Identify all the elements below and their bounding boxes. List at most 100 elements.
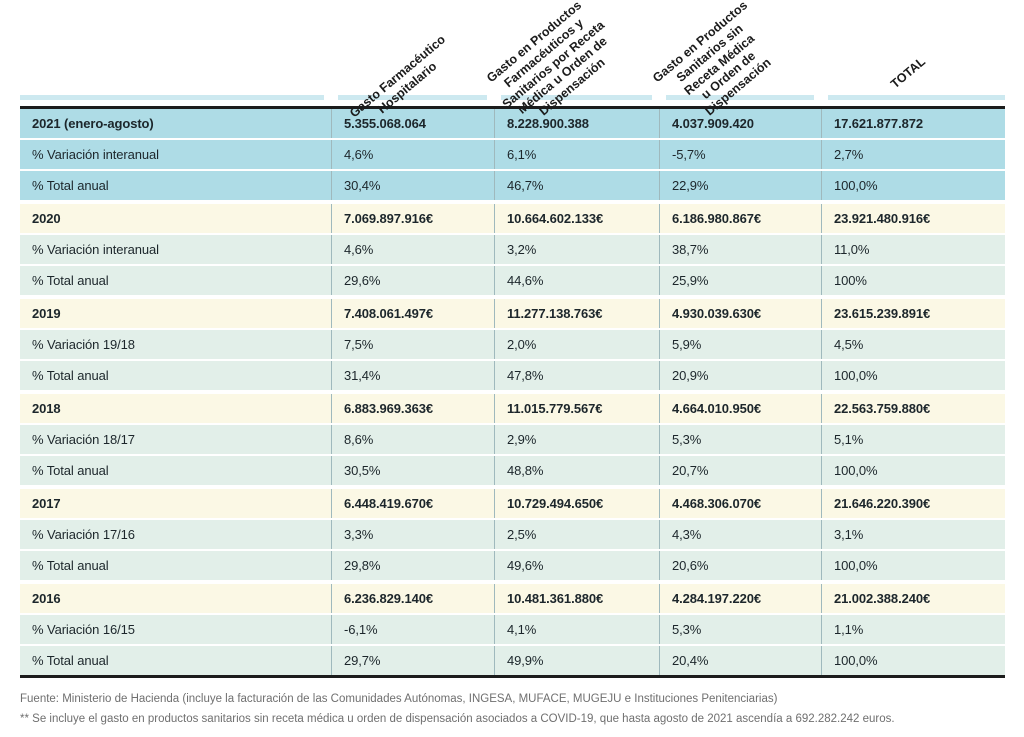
value-cell: 48,8%: [494, 456, 659, 485]
row-label: % Total anual: [20, 551, 331, 580]
header-underline-strip: [20, 95, 1005, 100]
value-cell: 4.468.306.070€: [659, 489, 821, 518]
value-cell: 23.615.239.891€: [821, 299, 1005, 328]
value-cell: 100,0%: [821, 551, 1005, 580]
table-row-total-anual-2016: % Total anual 29,7% 49,9% 20,4% 100,0%: [20, 646, 1005, 675]
value-cell: 20,4%: [659, 646, 821, 675]
value-cell: 5,1%: [821, 425, 1005, 454]
value-cell: 5,9%: [659, 330, 821, 359]
table-row-2016: 2016 6.236.829.140€ 10.481.361.880€ 4.28…: [20, 584, 1005, 613]
value-cell: 17.621.877.872: [821, 109, 1005, 138]
value-cell: 8,6%: [331, 425, 494, 454]
value-cell: 20,9%: [659, 361, 821, 390]
value-cell: 4.037.909.420: [659, 109, 821, 138]
value-cell: 100,0%: [821, 646, 1005, 675]
value-cell: 38,7%: [659, 235, 821, 264]
value-cell: 22,9%: [659, 171, 821, 200]
value-cell: 29,7%: [331, 646, 494, 675]
value-cell: 2,9%: [494, 425, 659, 454]
row-label: % Variación 16/15: [20, 615, 331, 644]
table-row-variacion-17-16: % Variación 17/16 3,3% 2,5% 4,3% 3,1%: [20, 520, 1005, 549]
column-header-total: TOTAL: [888, 54, 929, 92]
value-cell: 22.563.759.880€: [821, 394, 1005, 423]
value-cell: 4.284.197.220€: [659, 584, 821, 613]
value-cell: 100%: [821, 266, 1005, 295]
value-cell: 6.186.980.867€: [659, 204, 821, 233]
value-cell: 20,7%: [659, 456, 821, 485]
value-cell: 6,1%: [494, 140, 659, 169]
table-row-total-anual-2020: % Total anual 29,6% 44,6% 25,9% 100%: [20, 266, 1005, 295]
value-cell: 7.069.897.916€: [331, 204, 494, 233]
covid-note: ** Se incluye el gasto en productos sani…: [20, 713, 895, 726]
value-cell: -5,7%: [659, 140, 821, 169]
row-label: % Variación 17/16: [20, 520, 331, 549]
value-cell: 2,0%: [494, 330, 659, 359]
value-cell: 30,5%: [331, 456, 494, 485]
table-row-2018: 2018 6.883.969.363€ 11.015.779.567€ 4.66…: [20, 394, 1005, 423]
value-cell: 6.448.419.670€: [331, 489, 494, 518]
value-cell: 29,6%: [331, 266, 494, 295]
value-cell: 49,6%: [494, 551, 659, 580]
value-cell: 3,1%: [821, 520, 1005, 549]
value-cell: -6,1%: [331, 615, 494, 644]
value-cell: 4.930.039.630€: [659, 299, 821, 328]
value-cell: 30,4%: [331, 171, 494, 200]
value-cell: 4,1%: [494, 615, 659, 644]
table-row-total-anual-2017: % Total anual 29,8% 49,6% 20,6% 100,0%: [20, 551, 1005, 580]
value-cell: 23.921.480.916€: [821, 204, 1005, 233]
value-cell: 4.664.010.950€: [659, 394, 821, 423]
value-cell: 3,3%: [331, 520, 494, 549]
value-cell: 49,9%: [494, 646, 659, 675]
value-cell: 3,2%: [494, 235, 659, 264]
value-cell: 21.646.220.390€: [821, 489, 1005, 518]
value-cell: 10.729.494.650€: [494, 489, 659, 518]
table-row-total-anual-2018: % Total anual 30,5% 48,8% 20,7% 100,0%: [20, 456, 1005, 485]
value-cell: 2,5%: [494, 520, 659, 549]
row-label: 2020: [20, 204, 331, 233]
table-row-total-anual-2019: % Total anual 31,4% 47,8% 20,9% 100,0%: [20, 361, 1005, 390]
value-cell: 11,0%: [821, 235, 1005, 264]
value-cell: 25,9%: [659, 266, 821, 295]
table-row-2019: 2019 7.408.061.497€ 11.277.138.763€ 4.93…: [20, 299, 1005, 328]
footnotes: Fuente: Ministerio de Hacienda (incluye …: [20, 689, 1005, 729]
value-cell: 5,3%: [659, 615, 821, 644]
table-row-variacion-16-15: % Variación 16/15 -6,1% 4,1% 5,3% 1,1%: [20, 615, 1005, 644]
value-cell: 6.883.969.363€: [331, 394, 494, 423]
table-row-variacion-18-17: % Variación 18/17 8,6% 2,9% 5,3% 5,1%: [20, 425, 1005, 454]
row-label: % Total anual: [20, 171, 331, 200]
value-cell: 4,3%: [659, 520, 821, 549]
value-cell: 4,5%: [821, 330, 1005, 359]
table-row-variacion-19-18: % Variación 19/18 7,5% 2,0% 5,9% 4,5%: [20, 330, 1005, 359]
row-label: % Total anual: [20, 361, 331, 390]
row-label: 2018: [20, 394, 331, 423]
value-cell: 100,0%: [821, 456, 1005, 485]
row-label: % Total anual: [20, 266, 331, 295]
row-label: 2019: [20, 299, 331, 328]
value-cell: 20,6%: [659, 551, 821, 580]
table-row-variacion-2021: % Variación interanual 4,6% 6,1% -5,7% 2…: [20, 140, 1005, 169]
value-cell: 8.228.900.388: [494, 109, 659, 138]
row-label: 2021 (enero-agosto): [20, 109, 331, 138]
value-cell: 11.277.138.763€: [494, 299, 659, 328]
value-cell: 6.236.829.140€: [331, 584, 494, 613]
table-row-2021: 2021 (enero-agosto) 5.355.068.064 8.228.…: [20, 109, 1005, 138]
row-label: % Variación 18/17: [20, 425, 331, 454]
value-cell: 1,1%: [821, 615, 1005, 644]
table-row-variacion-2020: % Variación interanual 4,6% 3,2% 38,7% 1…: [20, 235, 1005, 264]
value-cell: 21.002.388.240€: [821, 584, 1005, 613]
row-label: 2016: [20, 584, 331, 613]
row-label: % Variación interanual: [20, 235, 331, 264]
row-label: % Variación interanual: [20, 140, 331, 169]
value-cell: 2,7%: [821, 140, 1005, 169]
table-row-total-anual-2021: % Total anual 30,4% 46,7% 22,9% 100,0%: [20, 171, 1005, 200]
value-cell: 7.408.061.497€: [331, 299, 494, 328]
table-header-area: Gasto Farmacéutico Hospitalario Gasto en…: [20, 0, 1005, 120]
row-label: 2017: [20, 489, 331, 518]
value-cell: 5,3%: [659, 425, 821, 454]
source-note: Fuente: Ministerio de Hacienda (incluye …: [20, 693, 778, 705]
value-cell: 100,0%: [821, 361, 1005, 390]
value-cell: 10.664.602.133€: [494, 204, 659, 233]
value-cell: 44,6%: [494, 266, 659, 295]
value-cell: 47,8%: [494, 361, 659, 390]
